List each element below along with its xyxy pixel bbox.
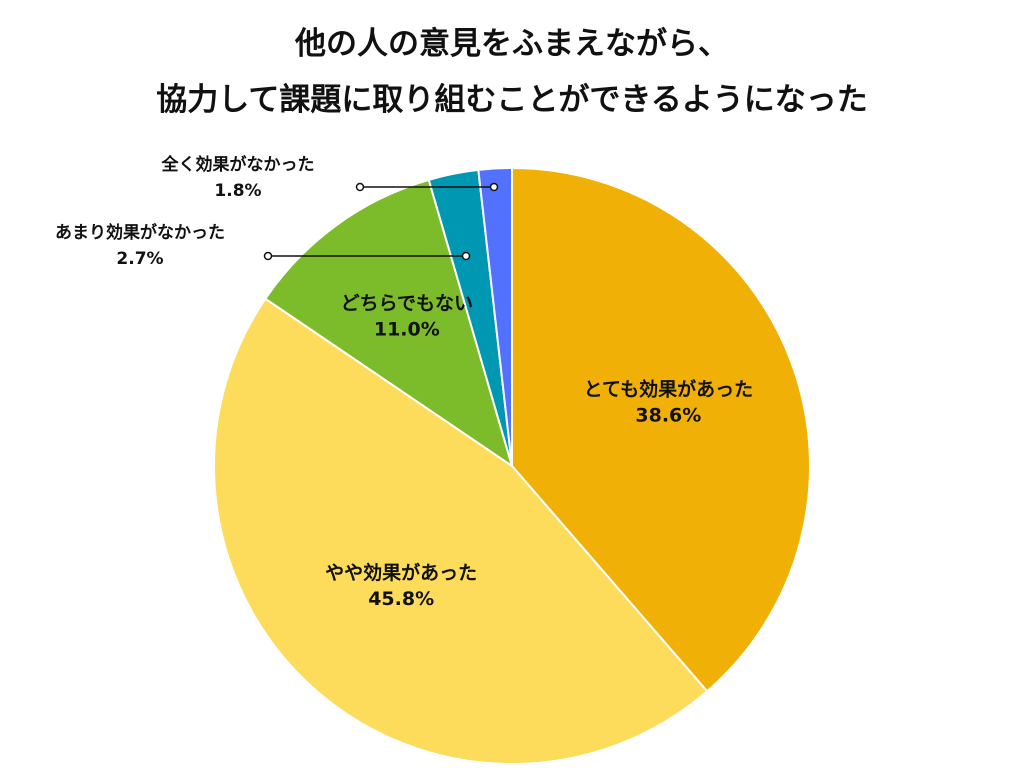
slice-label-2: やや効果があった — [325, 561, 477, 584]
slice-value-3: 11.0% — [374, 318, 440, 340]
slice-label-3: どちらでもない — [341, 292, 473, 314]
slice-value-1: 38.6% — [635, 405, 701, 427]
leader-dot-5-2 — [489, 182, 499, 192]
chart-title-line-1: 他の人の意見をふまえながら、 — [295, 26, 729, 62]
slice-value-5: 1.8% — [214, 181, 261, 201]
pie-slice-5 — [477, 166, 513, 467]
slice-value-4: 2.7% — [116, 249, 163, 269]
leader-dot-4-2 — [461, 251, 471, 261]
pie-slice-1 — [511, 166, 811, 693]
leader-dot-5-1 — [355, 182, 365, 192]
leader-dot-4-1 — [263, 251, 273, 261]
pie-slice-3 — [263, 178, 514, 469]
pie-slice-2 — [213, 297, 709, 765]
slice-label-5: 全く効果がなかった — [161, 154, 315, 175]
slice-label-1: とても効果があった — [584, 378, 753, 401]
slice-value-2: 45.8% — [368, 588, 434, 610]
chart-title-line-2: 協力して課題に取り組むことができるようになった — [156, 82, 868, 118]
slice-label-4: あまり効果がなかった — [55, 222, 225, 243]
